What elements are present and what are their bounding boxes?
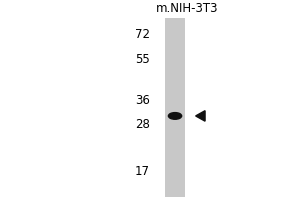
Text: 36: 36 <box>135 94 150 107</box>
Ellipse shape <box>168 113 182 119</box>
Text: 28: 28 <box>135 118 150 131</box>
Bar <box>165 18 185 197</box>
Text: m.NIH-3T3: m.NIH-3T3 <box>156 2 218 15</box>
Text: 55: 55 <box>135 53 150 66</box>
Text: 72: 72 <box>135 28 150 41</box>
Polygon shape <box>196 111 205 121</box>
Text: 17: 17 <box>135 165 150 178</box>
